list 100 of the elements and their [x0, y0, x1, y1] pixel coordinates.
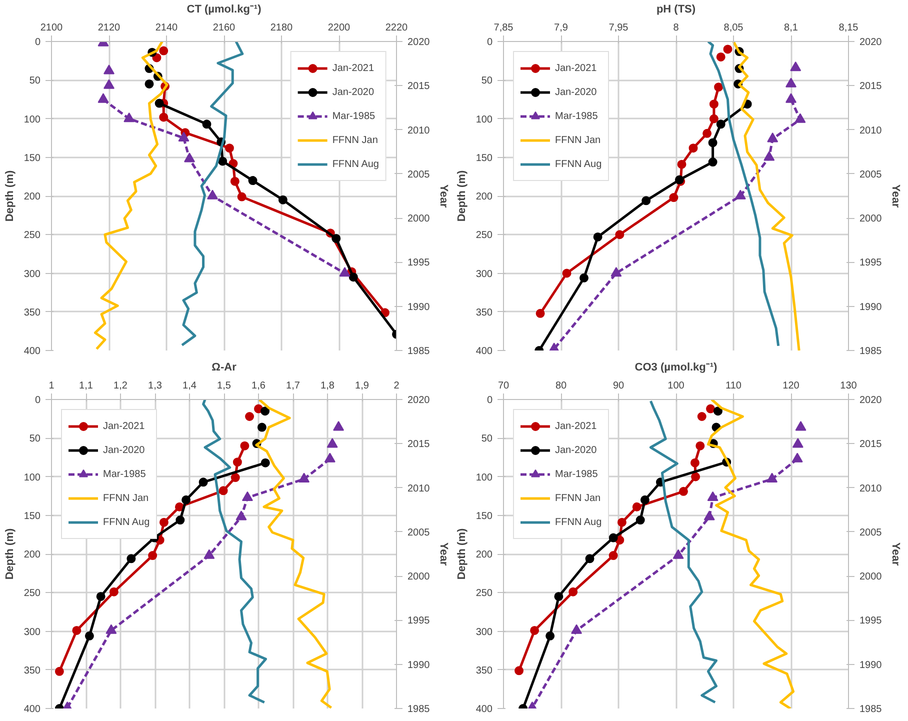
legend-label: FFNN Jan: [103, 492, 149, 504]
x-tick-label: 120: [782, 380, 800, 392]
x-tick-label: 70: [498, 380, 510, 392]
x-tick-label: 2140: [155, 22, 178, 34]
x-tick-label: 8: [673, 22, 680, 34]
legend-label: Jan-2021: [103, 420, 145, 432]
x-tick-label: 1,9: [355, 380, 370, 392]
y2-axis-title: Year: [438, 184, 450, 208]
y-axis-title: Depth (m): [4, 170, 16, 222]
legend-label: Jan-2021: [555, 62, 597, 74]
x-tick-label: 7,9: [554, 22, 568, 34]
y2-tick-label: 2010: [408, 483, 430, 494]
y-tick-label: 100: [476, 114, 493, 126]
y2-axis-title: Year: [890, 184, 902, 208]
x-tick-label: 1,4: [182, 380, 197, 392]
legend-label: Jan-2021: [555, 420, 597, 432]
x-tick-label: 1,1: [79, 380, 94, 392]
y2-tick-label: 1990: [408, 660, 430, 671]
y2-tick-label: 2010: [408, 125, 430, 136]
y-tick-label: 400: [476, 704, 493, 715]
legend-label: Mar-1985: [332, 110, 376, 122]
y2-tick-label: 2020: [408, 395, 430, 406]
y2-tick-label: 2015: [860, 439, 882, 450]
y2-tick-label: 1985: [408, 346, 430, 357]
x-tick-label: 1,5: [217, 380, 232, 392]
y2-tick-label: 1995: [860, 616, 882, 627]
x-tick-label: 130: [840, 380, 858, 392]
x-tick-label: 1,2: [114, 380, 128, 392]
y2-tick-label: 1990: [860, 302, 882, 313]
y-tick-label: 250: [24, 230, 41, 242]
x-tick-label: 2100: [40, 22, 64, 34]
legend-label: FFNN Aug: [555, 516, 602, 528]
y-tick-label: 250: [24, 588, 41, 600]
y2-tick-label: 2020: [860, 395, 882, 406]
y2-tick-label: 2020: [860, 37, 882, 48]
y-tick-label: 50: [481, 434, 493, 445]
legend-label: Jan-2020: [555, 86, 597, 98]
x-tick-label: 1,6: [252, 380, 266, 392]
y2-tick-label: 2010: [860, 483, 882, 494]
y-tick-label: 0: [486, 395, 493, 406]
y2-axis-title: Year: [890, 542, 902, 566]
y2-tick-label: 2000: [860, 214, 882, 225]
y-axis-title: Depth (m): [456, 170, 468, 222]
y2-tick-label: 2005: [860, 169, 882, 180]
x-tick-label: 2160: [212, 22, 236, 34]
y-tick-label: 300: [24, 268, 41, 280]
y2-tick-label: 1990: [408, 302, 430, 313]
y2-tick-label: 2015: [860, 81, 882, 92]
x-tick-label: 8,05: [724, 22, 744, 34]
x-axis-title: Ω-Ar: [212, 362, 238, 374]
y-tick-label: 150: [476, 152, 493, 164]
legend-label: FFNN Aug: [555, 158, 602, 170]
x-axis-title: pH (TS): [656, 4, 696, 16]
y-tick-label: 200: [476, 192, 493, 202]
x-tick-label: 2120: [98, 22, 121, 34]
legend-label: Jan-2020: [332, 86, 374, 98]
y-axis-title: Depth (m): [4, 528, 16, 580]
x-tick-label: 1: [48, 380, 55, 392]
x-tick-label: 2200: [328, 22, 351, 34]
y2-tick-label: 2015: [408, 81, 430, 92]
y-tick-label: 50: [481, 76, 493, 87]
legend-label: Jan-2020: [555, 444, 597, 456]
y-tick-label: 300: [476, 268, 493, 280]
x-tick-label: 7,85: [494, 22, 514, 34]
y-tick-label: 100: [24, 114, 41, 126]
x-tick-label: 1,3: [148, 380, 162, 392]
y2-tick-label: 1995: [860, 258, 882, 269]
legend-label: Jan-2020: [103, 444, 145, 456]
y-tick-label: 0: [486, 37, 493, 48]
x-axis-title: CO3 (µmol.kg⁻¹): [634, 362, 718, 374]
y-tick-label: 150: [476, 510, 493, 522]
y2-tick-label: 2010: [860, 125, 882, 136]
x-tick-label: 2: [394, 380, 400, 392]
y2-axis-title: Year: [438, 542, 450, 566]
y2-tick-label: 1985: [860, 704, 882, 715]
legend-label: Jan-2021: [332, 62, 374, 74]
legend-label: FFNN Jan: [555, 134, 601, 146]
legend-label: FFNN Aug: [332, 158, 379, 170]
y2-tick-label: 1995: [408, 616, 430, 627]
y-tick-label: 400: [476, 346, 493, 357]
y-tick-label: 400: [24, 346, 41, 357]
x-tick-label: 100: [668, 380, 685, 392]
y-tick-label: 100: [24, 472, 41, 484]
legend-label: FFNN Aug: [103, 516, 150, 528]
y-tick-label: 250: [476, 588, 493, 600]
y-tick-label: 300: [24, 626, 41, 638]
y-tick-label: 400: [24, 704, 41, 715]
y2-tick-label: 2005: [408, 169, 430, 180]
x-tick-label: 8,1: [784, 22, 798, 34]
x-tick-label: 7,95: [608, 22, 629, 34]
y2-tick-label: 2005: [860, 527, 882, 538]
y-tick-label: 250: [476, 230, 493, 242]
y2-tick-label: 1995: [408, 258, 430, 269]
y-tick-label: 150: [24, 152, 41, 164]
y2-tick-label: 2005: [408, 527, 430, 538]
y2-tick-label: 2000: [408, 214, 430, 225]
x-tick-label: 8,15: [838, 22, 859, 34]
y2-tick-label: 1985: [408, 704, 430, 715]
y2-tick-label: 2000: [408, 572, 430, 583]
y-tick-label: 200: [476, 550, 493, 560]
